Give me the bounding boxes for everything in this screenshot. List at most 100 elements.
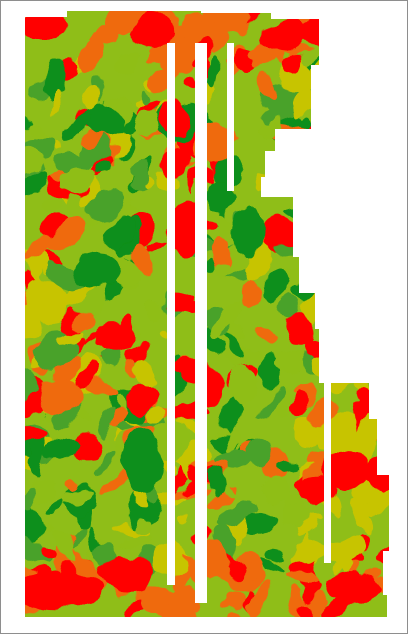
yield-zone (25, 170, 47, 198)
yield-zone (48, 219, 86, 250)
yield-zone (79, 37, 105, 71)
yield-zone (340, 151, 373, 185)
yield-zone (272, 177, 298, 194)
yield-zone-accent (259, 21, 315, 49)
yield-zone (331, 339, 348, 362)
yield-zone (361, 239, 389, 277)
yield-zone (369, 235, 382, 264)
yield-zone-accent (131, 15, 175, 47)
yield-zone-accent (25, 571, 99, 611)
yield-zone-accent (325, 571, 381, 603)
yield-zone (336, 161, 370, 199)
yield-zone (378, 98, 389, 121)
yield-zone (363, 324, 383, 341)
yield-zone (226, 591, 249, 611)
yield-zone-accent (25, 11, 69, 39)
yield-zone (367, 258, 389, 283)
yield-zone (280, 294, 299, 318)
yield-zone-accent (121, 427, 161, 495)
yield-zone (94, 162, 114, 176)
yield-zone (81, 104, 123, 137)
yield-zone (351, 266, 376, 283)
yield-zone (111, 521, 150, 535)
harvest-strips (167, 43, 331, 603)
strip-gap-4 (201, 251, 207, 589)
yield-zone (359, 347, 389, 380)
yield-zone (344, 20, 363, 34)
yield-zone (137, 518, 153, 532)
yield-zone (25, 504, 45, 544)
yield-zone (323, 146, 341, 180)
yield-zone (125, 360, 137, 383)
yield-zone (180, 22, 198, 40)
yield-zone (25, 116, 33, 129)
yield-zone (75, 365, 98, 388)
yield-zone (300, 188, 320, 227)
yield-zone (361, 115, 389, 139)
yield-zone (290, 587, 307, 617)
yield-zone (133, 109, 162, 138)
yield-zone (277, 461, 301, 471)
yield-zone (248, 580, 267, 617)
yield-zone (372, 374, 389, 408)
strip-gap-1 (167, 43, 175, 585)
yield-zone (41, 58, 68, 101)
yield-zone (338, 536, 363, 561)
yield-zone (333, 37, 352, 52)
yield-zone (342, 278, 372, 310)
yield-zone (217, 595, 235, 606)
yield-zone (64, 478, 77, 493)
yield-zone (319, 113, 334, 130)
yield-zone (349, 11, 361, 42)
yield-zone (298, 602, 315, 617)
yield-zone (304, 241, 342, 281)
yield-zone (83, 86, 102, 108)
yield-zone (148, 48, 163, 61)
yield-zone (376, 490, 389, 502)
yield-zone (306, 194, 336, 227)
yield-zone (302, 583, 322, 601)
yield-zone (60, 112, 92, 141)
yield-zone (324, 323, 344, 346)
yield-zone (46, 501, 64, 513)
yield-zone (374, 34, 389, 54)
yield-zone (380, 18, 389, 51)
yield-zone (320, 98, 362, 121)
yield-zone (127, 386, 157, 414)
yield-zone (326, 239, 368, 273)
yield-zone (265, 547, 287, 560)
yield-zone (326, 113, 339, 147)
yield-zone (354, 322, 389, 360)
yield-zone (357, 180, 377, 211)
yield-zone (218, 399, 244, 433)
yield-zone (324, 58, 346, 69)
yield-zone (350, 502, 374, 539)
yield-zone (59, 167, 96, 194)
yield-zone (177, 514, 186, 523)
yield-zone (298, 254, 338, 272)
yield-zone (365, 11, 389, 27)
yield-zone (30, 121, 49, 144)
yield-zone (93, 449, 115, 477)
yield-zone (182, 553, 196, 584)
yield-zone (119, 532, 154, 548)
yield-zone (215, 220, 231, 237)
yield-zone (103, 349, 121, 369)
yield-zone (332, 56, 361, 82)
yield-zone (317, 228, 350, 256)
yield-zone (363, 315, 389, 329)
yield-zone (110, 407, 129, 426)
yield-zone (296, 541, 320, 564)
yield-zone (223, 555, 246, 580)
yield-zone (218, 499, 258, 528)
yield-zone (354, 117, 389, 142)
yield-zone (25, 426, 45, 443)
yield-zone (106, 217, 133, 247)
yield-zone (38, 194, 64, 213)
yield-zone (262, 271, 287, 302)
yield-zone (372, 250, 389, 286)
yield-zone (322, 54, 351, 80)
yield-zone (255, 390, 285, 419)
yield-zone (125, 342, 150, 365)
